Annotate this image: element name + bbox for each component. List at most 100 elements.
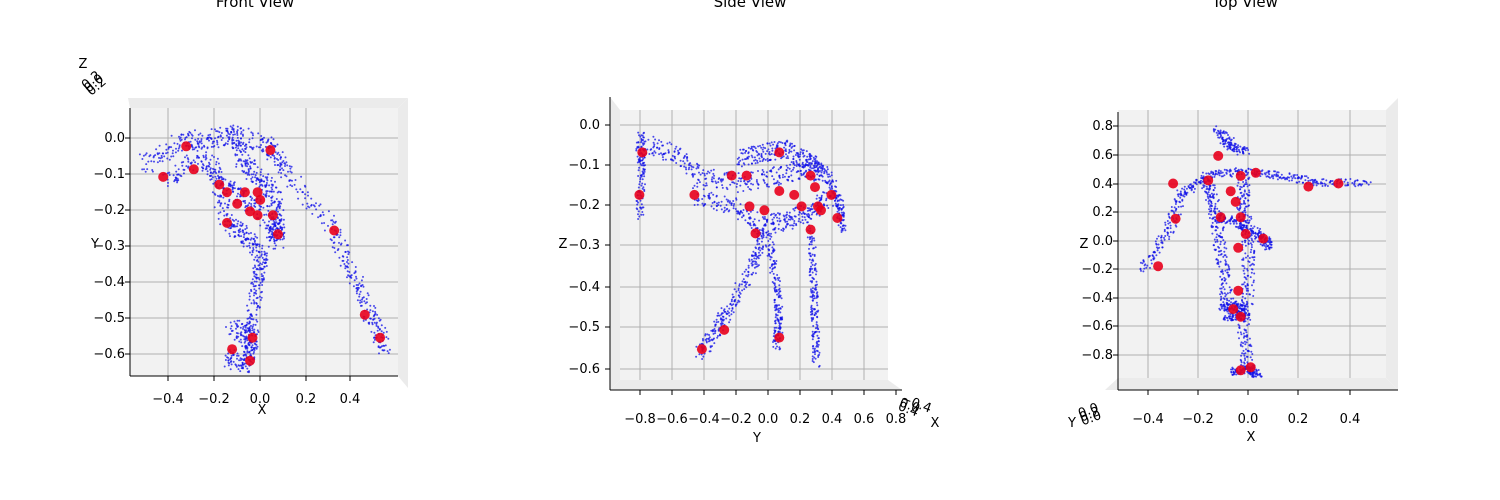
body-point — [244, 151, 247, 154]
body-point — [223, 214, 226, 217]
body-point — [204, 168, 207, 171]
body-point — [373, 331, 376, 334]
body-point — [228, 232, 231, 235]
body-point — [1246, 309, 1249, 312]
body-point — [1218, 250, 1221, 253]
body-point — [338, 256, 341, 259]
body-point — [1237, 302, 1240, 305]
body-point — [1223, 303, 1226, 306]
body-point — [205, 165, 208, 168]
body-point — [246, 330, 249, 333]
body-point — [759, 144, 761, 147]
body-point — [1190, 188, 1193, 191]
body-point — [253, 264, 256, 267]
body-point — [841, 227, 844, 230]
body-point — [643, 142, 646, 145]
body-point — [304, 185, 307, 188]
body-point — [793, 145, 796, 147]
body-point — [249, 321, 251, 324]
body-point — [755, 257, 758, 260]
body-point — [843, 227, 846, 230]
body-point — [1300, 176, 1303, 179]
body-point — [725, 186, 728, 189]
body-point — [1140, 269, 1142, 272]
body-point — [332, 220, 335, 223]
body-point — [839, 204, 842, 207]
body-point — [242, 129, 245, 132]
joint-marker — [805, 224, 816, 235]
body-point — [1193, 181, 1195, 184]
body-point — [1212, 194, 1215, 197]
body-point — [333, 247, 336, 249]
body-point — [1244, 239, 1247, 242]
body-point — [1175, 225, 1178, 228]
body-point — [228, 137, 231, 140]
body-point — [237, 144, 240, 147]
body-point — [795, 165, 798, 167]
body-point — [1365, 182, 1368, 184]
body-point — [1223, 298, 1226, 301]
body-point — [761, 237, 764, 240]
body-point — [1227, 312, 1230, 315]
body-point — [228, 133, 231, 136]
body-point — [1155, 254, 1158, 257]
body-point — [1219, 287, 1222, 290]
body-point — [675, 145, 678, 148]
body-point — [1247, 312, 1250, 315]
body-point — [269, 228, 272, 231]
body-point — [244, 337, 247, 340]
body-point — [777, 288, 780, 291]
body-point — [1211, 221, 1214, 224]
body-point — [1246, 219, 1249, 222]
body-point — [758, 242, 761, 245]
body-point — [217, 136, 219, 139]
body-point — [1240, 354, 1243, 357]
body-point — [281, 226, 284, 229]
body-point — [1249, 356, 1252, 359]
body-point — [381, 349, 384, 352]
body-point — [272, 219, 275, 222]
body-point — [1231, 373, 1234, 376]
body-point — [1221, 175, 1224, 178]
body-point — [224, 354, 227, 357]
body-point — [641, 178, 644, 181]
y-tick-label: −0.5 — [93, 311, 125, 326]
body-point — [271, 201, 274, 204]
body-point — [258, 278, 261, 281]
body-point — [1279, 176, 1282, 179]
body-point — [382, 331, 385, 334]
body-point — [229, 333, 232, 335]
body-point — [385, 330, 388, 333]
body-point — [254, 163, 257, 165]
body-point — [701, 202, 704, 205]
body-point — [711, 329, 714, 332]
body-point — [168, 174, 171, 176]
front-view-ticks: −0.4 −0.2 0.0 0.2 0.40.0−0.1−0.2−0.3−0.4−0.5… — [93, 131, 360, 407]
body-point — [754, 147, 757, 150]
body-point — [771, 270, 774, 273]
body-point — [755, 179, 758, 181]
body-point — [263, 271, 266, 274]
body-point — [736, 301, 739, 304]
body-point — [811, 310, 814, 313]
body-point — [244, 199, 246, 202]
body-point — [720, 208, 723, 211]
body-point — [1218, 169, 1220, 172]
body-point — [1152, 255, 1155, 258]
body-point — [811, 253, 814, 256]
body-point — [377, 325, 380, 328]
body-point — [751, 264, 754, 267]
x-tick-label: −0.2 — [720, 412, 752, 427]
body-point — [1247, 222, 1250, 225]
body-point — [346, 276, 348, 279]
body-point — [237, 229, 240, 232]
body-point — [281, 238, 284, 241]
body-point — [241, 222, 244, 225]
body-point — [216, 157, 219, 160]
body-point — [1219, 275, 1222, 278]
body-point — [752, 183, 754, 186]
body-point — [236, 132, 239, 135]
body-point — [662, 158, 665, 161]
body-point — [806, 161, 809, 163]
body-point — [238, 359, 241, 362]
